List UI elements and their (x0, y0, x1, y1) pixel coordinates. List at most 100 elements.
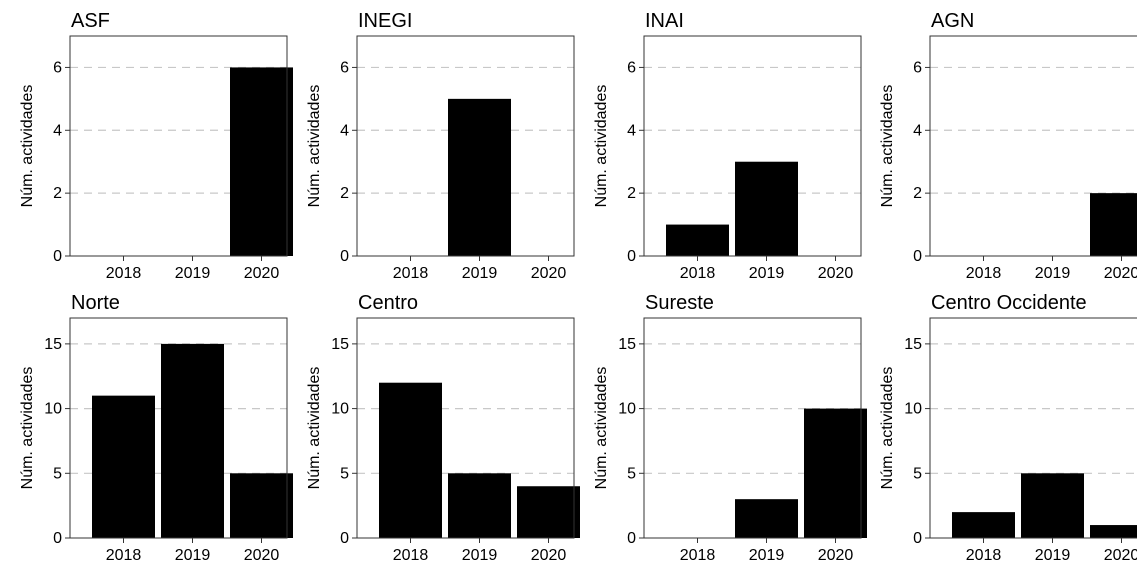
y-tick-label: 5 (627, 465, 636, 482)
y-tick-label: 2 (627, 185, 636, 202)
x-tick-label: 2018 (393, 547, 429, 562)
y-tick-label: 2 (340, 185, 349, 202)
x-tick-label: 2019 (1035, 547, 1071, 562)
y-tick-label: 0 (627, 248, 636, 265)
y-tick-label: 10 (904, 401, 922, 418)
y-tick-label: 2 (913, 185, 922, 202)
x-tick-label: 2019 (749, 547, 785, 562)
y-tick-label: 0 (340, 530, 349, 547)
y-tick-label: 10 (618, 401, 636, 418)
panel-frame (69, 35, 288, 257)
x-tick-label: 2018 (966, 265, 1002, 282)
bar-2019 (1021, 473, 1084, 538)
x-tick-label: 2019 (175, 547, 211, 562)
y-tick-label: 4 (340, 122, 349, 139)
panel-title: Norte (71, 292, 120, 314)
y-tick-label: 0 (913, 530, 922, 547)
panel-title: Sureste (645, 292, 714, 314)
bar-2020 (804, 408, 867, 538)
panel-frame (929, 35, 1137, 257)
chart-panel-1: 0 2 4 6 2018 2019 2020 INEGI Núm. actividades (306, 10, 575, 282)
y-axis-label: Núm. actividades (19, 367, 36, 490)
panel-title: INEGI (358, 10, 412, 32)
y-tick-label: 15 (331, 336, 349, 353)
bar-2019 (448, 98, 511, 256)
bar-2020 (517, 486, 580, 538)
bar-2018 (952, 512, 1015, 538)
y-tick-label: 6 (340, 59, 349, 76)
bar-2018 (379, 382, 442, 538)
panel-frame (356, 317, 575, 539)
y-tick-label: 0 (53, 248, 62, 265)
y-axis-label: Núm. actividades (306, 367, 323, 490)
x-tick-label: 2020 (244, 547, 280, 562)
panel-title: ASF (71, 10, 110, 32)
x-tick-label: 2020 (1104, 547, 1137, 562)
x-tick-label: 2020 (818, 265, 854, 282)
panel-frame (643, 317, 862, 539)
y-axis-label: Núm. actividades (593, 85, 610, 208)
y-tick-label: 15 (44, 336, 62, 353)
y-axis-label: Núm. actividades (879, 367, 896, 490)
y-tick-label: 2 (53, 185, 62, 202)
y-axis-label: Núm. actividades (306, 85, 323, 208)
y-axis-label: Núm. actividades (593, 367, 610, 490)
y-tick-label: 0 (627, 530, 636, 547)
chart-panel-4: 0 5 10 15 2018 2019 2020 Norte Núm. actividades (19, 292, 293, 562)
chart-panel-7: 0 5 10 15 2018 2019 2020 Centro Occidente Núm. a… (879, 292, 1137, 562)
x-tick-label: 2019 (462, 265, 498, 282)
x-tick-label: 2020 (531, 547, 567, 562)
x-tick-label: 2020 (244, 265, 280, 282)
y-tick-label: 15 (618, 336, 636, 353)
y-axis-label: Núm. actividades (19, 85, 36, 208)
x-tick-label: 2018 (106, 265, 142, 282)
x-tick-label: 2019 (749, 265, 785, 282)
bar-2018 (92, 395, 155, 538)
x-tick-label: 2018 (966, 547, 1002, 562)
x-tick-label: 2019 (1035, 265, 1071, 282)
y-tick-label: 0 (913, 248, 922, 265)
panel-title: Centro (358, 292, 418, 314)
bar-2019 (735, 499, 798, 538)
bar-2019 (735, 161, 798, 256)
bar-2020 (1090, 193, 1137, 256)
x-tick-label: 2018 (680, 547, 716, 562)
y-tick-label: 15 (904, 336, 922, 353)
y-tick-label: 4 (53, 122, 62, 139)
panel-frame (69, 317, 288, 539)
y-tick-label: 5 (913, 465, 922, 482)
x-tick-label: 2018 (393, 265, 429, 282)
y-axis-label: Núm. actividades (879, 85, 896, 208)
x-tick-label: 2019 (462, 547, 498, 562)
chart-panel-5: 0 5 10 15 2018 2019 2020 Centro Núm. actividades (306, 292, 580, 562)
bar-2018 (666, 224, 729, 256)
bar-2020 (230, 473, 293, 538)
y-tick-label: 5 (340, 465, 349, 482)
bar-2019 (161, 343, 224, 538)
y-tick-label: 6 (627, 59, 636, 76)
x-tick-label: 2018 (106, 547, 142, 562)
panel-frame (929, 317, 1137, 539)
y-tick-label: 0 (53, 530, 62, 547)
y-tick-label: 4 (627, 122, 636, 139)
panel-frame (643, 35, 862, 257)
y-tick-label: 4 (913, 122, 922, 139)
panel-title: AGN (931, 10, 974, 32)
x-tick-label: 2020 (1104, 265, 1137, 282)
y-tick-label: 6 (53, 59, 62, 76)
y-tick-label: 10 (331, 401, 349, 418)
x-tick-label: 2019 (175, 265, 211, 282)
bar-2020 (1090, 525, 1137, 538)
bar-2020 (230, 67, 293, 256)
chart-panel-3: 0 2 4 6 2018 2019 2020 AGN Núm. actividades (879, 10, 1137, 282)
chart-panel-6: 0 5 10 15 2018 2019 2020 Sureste Núm. actividade… (593, 292, 867, 562)
panel-frame (356, 35, 575, 257)
chart-panel-0: 0 2 4 6 2018 2019 2020 ASF Núm. actividades (19, 10, 293, 282)
x-tick-label: 2018 (680, 265, 716, 282)
chart-panel-2: 0 2 4 6 2018 2019 2020 INAI Núm. actividades (593, 10, 862, 282)
bar-2019 (448, 473, 511, 538)
y-tick-label: 5 (53, 465, 62, 482)
x-tick-label: 2020 (531, 265, 567, 282)
